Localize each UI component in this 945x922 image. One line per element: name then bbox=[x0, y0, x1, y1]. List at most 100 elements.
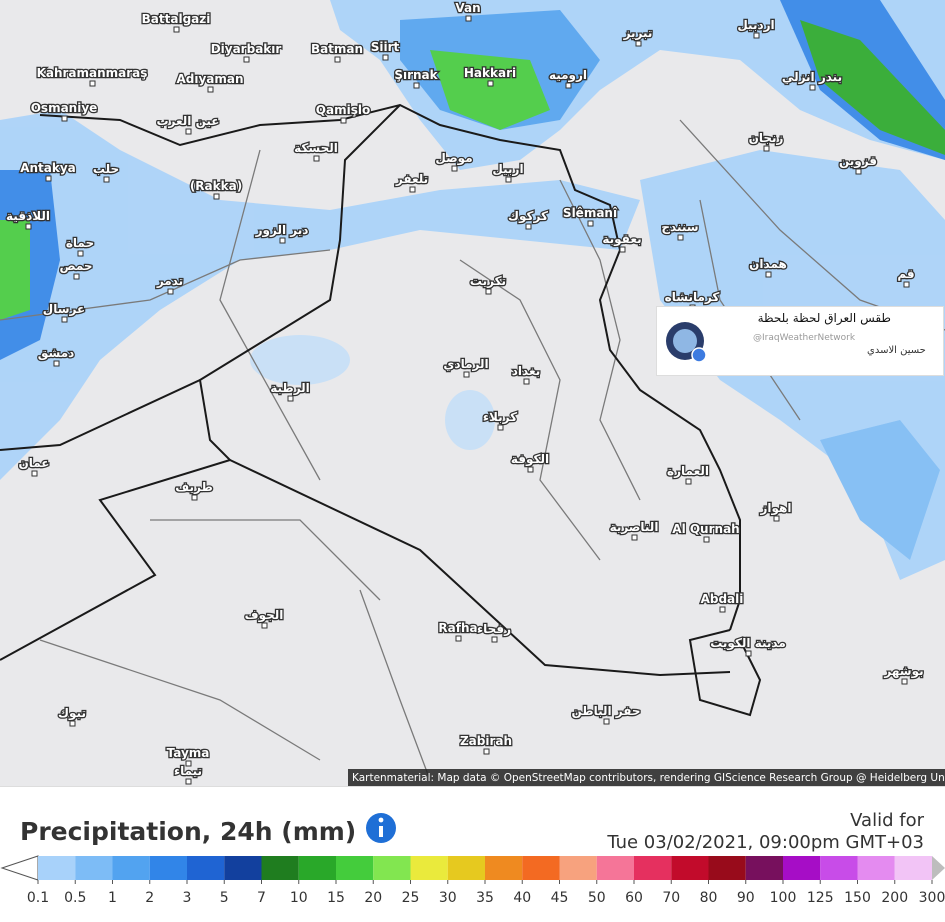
city-marker bbox=[213, 193, 220, 200]
scale-label: 50 bbox=[588, 890, 606, 906]
scale-left-arrow bbox=[0, 855, 39, 881]
city-marker bbox=[677, 234, 684, 241]
scale-cell bbox=[261, 856, 299, 880]
place-label: تدمر bbox=[156, 274, 183, 288]
place-label: اربيل bbox=[492, 162, 523, 176]
social-card: طقس العراق لحظة بلحظة @IraqWeatherNetwor… bbox=[656, 306, 944, 376]
place-label: Qamişlo bbox=[316, 103, 370, 117]
place-label: Slêmanî bbox=[563, 206, 618, 220]
scale-cell bbox=[447, 856, 485, 880]
legend: Precipitation, 24h (mm) Valid for Tue 03… bbox=[0, 786, 945, 906]
map-labels: Van Battalgazi Diyarbakır Batman Siirt Kahram… bbox=[5, 0, 925, 785]
place-label: مدينة الكويت bbox=[710, 636, 786, 651]
city-marker bbox=[565, 82, 572, 89]
city-marker bbox=[765, 271, 772, 278]
place-label: حمص bbox=[59, 259, 92, 273]
scale-cell bbox=[596, 856, 634, 880]
map: Van Battalgazi Diyarbakır Batman Siirt Kahram… bbox=[0, 0, 945, 786]
legend-title: Precipitation, 24h (mm) bbox=[20, 817, 356, 846]
city-marker bbox=[631, 534, 638, 541]
place-label: دمشق bbox=[38, 346, 75, 360]
place-label: الحسكة bbox=[294, 141, 338, 155]
place-label: Battalgazi bbox=[142, 12, 211, 26]
place-label: تلعفر bbox=[395, 172, 428, 186]
scale-cell bbox=[783, 856, 821, 880]
card-author: حسين الاسدي bbox=[867, 345, 926, 356]
valid-label: Valid for bbox=[850, 810, 924, 831]
place-label: عمان bbox=[19, 456, 50, 470]
place-label: Kahramanmaraş bbox=[37, 66, 148, 80]
place-label: Van bbox=[455, 1, 480, 15]
city-marker bbox=[497, 424, 504, 431]
place-label: عين العرب bbox=[157, 114, 220, 128]
scale-label: 7 bbox=[257, 890, 266, 906]
scale-label: 70 bbox=[662, 890, 680, 906]
city-marker bbox=[635, 40, 642, 47]
scale-cell bbox=[149, 856, 187, 880]
place-label: الناصرية bbox=[610, 520, 659, 534]
city-marker bbox=[451, 165, 458, 172]
scale-cell bbox=[522, 856, 560, 880]
city-marker bbox=[31, 470, 38, 477]
place-label: سنندج bbox=[661, 220, 698, 234]
place-label: الرطبة bbox=[270, 381, 310, 395]
place-label: Tayma bbox=[167, 746, 210, 760]
scale-cell bbox=[75, 856, 113, 880]
place-label: تكريت bbox=[470, 274, 506, 288]
scale-label: 125 bbox=[807, 890, 834, 906]
scale-cell bbox=[559, 856, 597, 880]
place-label: كركوك bbox=[508, 209, 548, 224]
scale-cell bbox=[38, 856, 76, 880]
city-marker bbox=[313, 155, 320, 162]
scale-label: 5 bbox=[220, 890, 229, 906]
scale-cell bbox=[745, 856, 783, 880]
valid-time: Tue 03/02/2021, 09:00pm GMT+03 bbox=[606, 832, 924, 853]
place-label: Al Qurnah bbox=[672, 522, 739, 536]
scale-label: 45 bbox=[551, 890, 569, 906]
city-marker bbox=[703, 536, 710, 543]
city-marker bbox=[505, 176, 512, 183]
color-scale: 0.1 0.5 1 2 3 5 7 10 15 20 25 30 35 40 45 50 60 70 80 90 100… bbox=[0, 855, 945, 906]
city-marker bbox=[619, 246, 626, 253]
city-marker bbox=[487, 80, 494, 87]
city-marker bbox=[587, 220, 594, 227]
scale-label: 80 bbox=[700, 890, 718, 906]
city-marker bbox=[185, 760, 192, 767]
place-label: تبريز bbox=[623, 26, 653, 40]
city-marker bbox=[61, 115, 68, 122]
place-label: دير الزور bbox=[255, 223, 309, 238]
scale-label: 1 bbox=[108, 890, 117, 906]
city-marker bbox=[485, 288, 492, 295]
place-label: Batman bbox=[311, 42, 363, 56]
city-marker bbox=[261, 622, 268, 629]
scale-label: 150 bbox=[844, 890, 871, 906]
scale-label: 200 bbox=[881, 890, 908, 906]
city-marker bbox=[903, 281, 910, 288]
scale-label: 90 bbox=[737, 890, 755, 906]
city-marker bbox=[77, 250, 84, 257]
scale-cell bbox=[708, 856, 746, 880]
scale-cell bbox=[857, 856, 895, 880]
city-marker bbox=[491, 636, 498, 643]
card-handle: @IraqWeatherNetwork bbox=[753, 333, 856, 343]
place-label: Şırnak bbox=[394, 68, 438, 82]
city-marker bbox=[465, 15, 472, 22]
place-label: Hakkari bbox=[464, 66, 516, 80]
city-marker bbox=[763, 145, 770, 152]
city-marker bbox=[53, 360, 60, 367]
place-label: Antakya bbox=[20, 161, 76, 175]
city-marker bbox=[185, 778, 192, 785]
scale-cell bbox=[298, 856, 336, 880]
city-marker bbox=[279, 237, 286, 244]
info-icon[interactable] bbox=[366, 813, 396, 843]
place-label: الرمادي bbox=[443, 357, 488, 371]
scale-label: 3 bbox=[183, 890, 192, 906]
city-marker bbox=[685, 478, 692, 485]
scale-cell bbox=[820, 856, 858, 880]
place-label: كربلاء bbox=[483, 410, 517, 424]
scale-label: 300 bbox=[919, 890, 945, 906]
place-label: كرمانشاه bbox=[665, 290, 720, 304]
place-label: طريف bbox=[175, 480, 213, 494]
place-label: Siirt bbox=[371, 40, 400, 54]
city-marker bbox=[455, 635, 462, 642]
